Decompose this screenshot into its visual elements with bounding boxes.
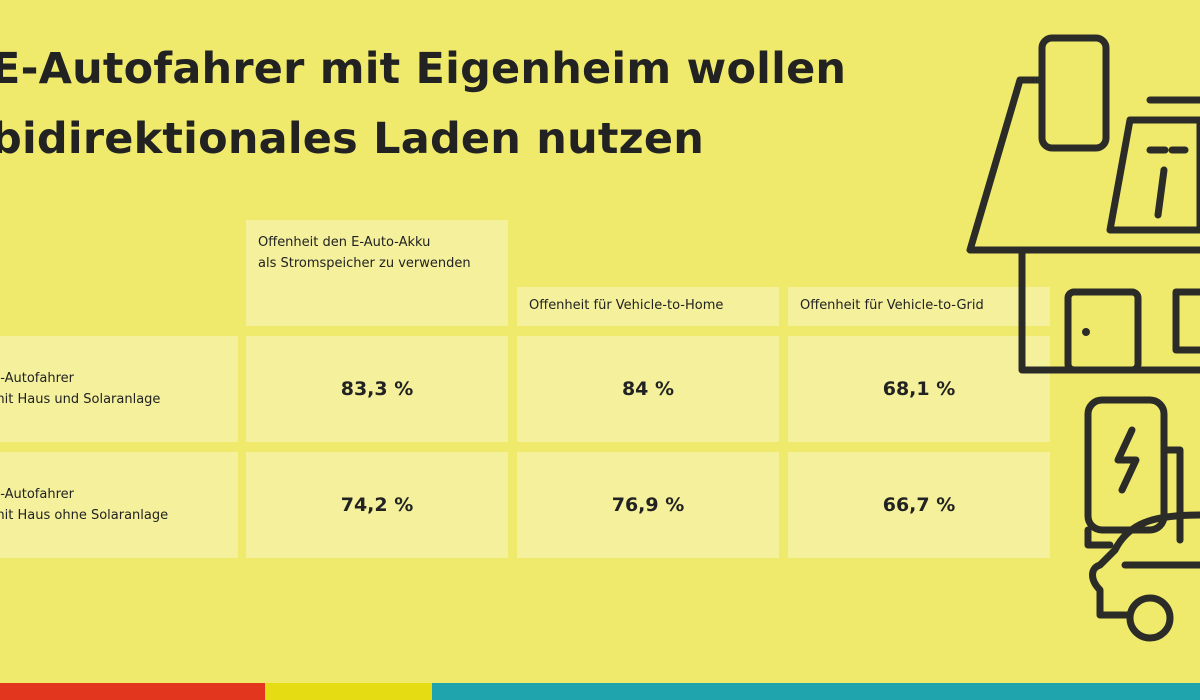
row-label-cell: E-Autofahrer mit Haus und Solaranlage (0, 336, 238, 442)
value: 74,2 % (340, 494, 414, 516)
header-text: Offenheit für Vehicle-to-Home (529, 298, 724, 313)
row-label-cell: E-Autofahrer mit Haus ohne Solaranlage (0, 452, 238, 558)
value: 76,9 % (611, 494, 685, 516)
row-label: mit Haus und Solaranlage (0, 392, 161, 407)
value: 83,3 % (340, 378, 414, 400)
header-text: als Stromspeicher zu verwenden (258, 256, 471, 271)
title-line: bidirektionales Laden nutzen (0, 114, 705, 164)
value: 66,7 % (882, 494, 956, 516)
value-cell: 68,1 % (788, 336, 1050, 442)
row-label: E-Autofahrer (0, 487, 74, 502)
title-line: E-Autofahrer mit Eigenheim wollen (0, 44, 847, 94)
stripe (265, 683, 432, 700)
value-cell: 84 % (517, 336, 779, 442)
value-cell: 74,2 % (246, 452, 508, 558)
header-text: Offenheit den E-Auto-Akku (258, 235, 431, 250)
row-label: mit Haus ohne Solaranlage (0, 508, 169, 523)
house-icon (966, 34, 1200, 642)
row-label: E-Autofahrer (0, 371, 74, 386)
value-cell: 83,3 % (246, 336, 508, 442)
header-cell: Offenheit für Vehicle-to-Home (517, 287, 779, 326)
stripe (432, 683, 1200, 700)
header-cell: Offenheit den E-Auto-Akku als Stromspeic… (246, 220, 508, 326)
header-cell: Offenheit für Vehicle-to-Grid (788, 287, 1050, 326)
value: 68,1 % (882, 378, 956, 400)
value-cell: 76,9 % (517, 452, 779, 558)
stripe (0, 683, 265, 700)
header-text: Offenheit für Vehicle-to-Grid (800, 298, 984, 313)
value: 84 % (621, 378, 675, 400)
value-cell: 66,7 % (788, 452, 1050, 558)
